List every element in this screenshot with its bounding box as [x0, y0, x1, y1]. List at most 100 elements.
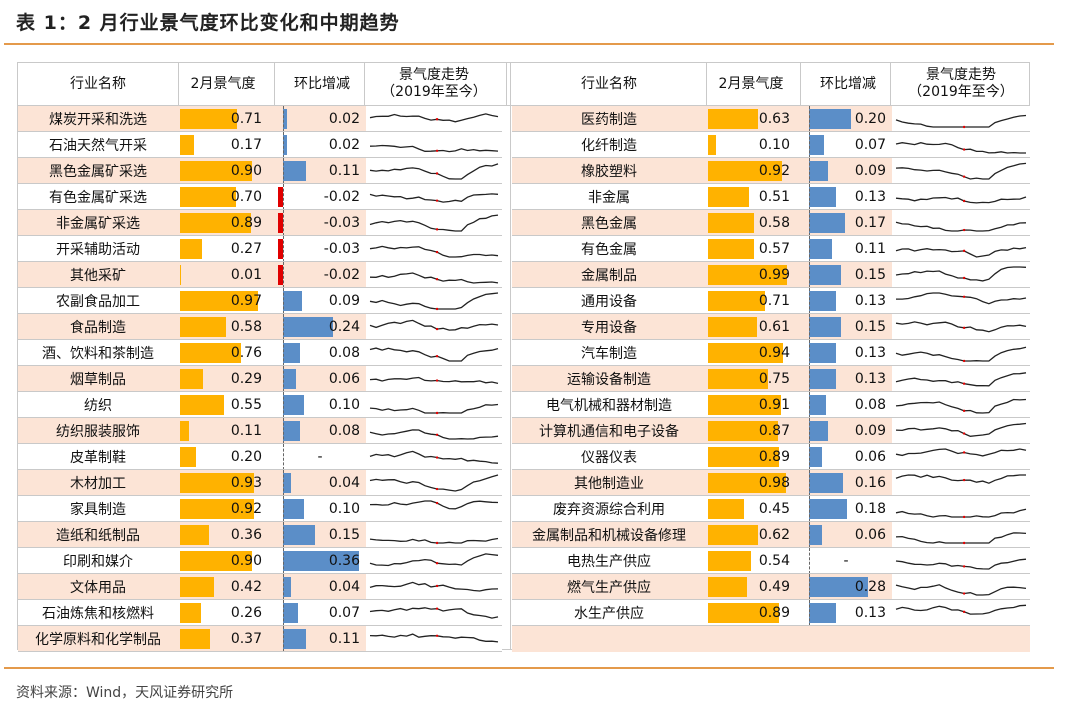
left-huanbi-value: 0.10: [328, 501, 360, 517]
left-trend-marker: [435, 379, 439, 382]
left-jingqi-bar: [180, 109, 237, 129]
right-industry-name: 其他制造业: [574, 476, 644, 492]
right-huanbi-axis: [809, 132, 810, 158]
row-divider: [18, 599, 502, 600]
right-header-name: 行业名称: [581, 75, 637, 92]
right-jingqi-value: 0.91: [758, 397, 790, 413]
right-jingqi-value: 0.94: [758, 345, 790, 361]
right-trend-cell: [892, 444, 1030, 470]
right-trend-marker: [962, 295, 966, 299]
right-industry-name: 非金属: [588, 190, 630, 206]
right-industry-name: 橡胶塑料: [581, 164, 637, 180]
right-huanbi-axis: [809, 418, 810, 444]
table-row: 电气机械和器材制造 0.91 0.08: [512, 392, 1030, 418]
left-header-jingqi: 2月景气度: [190, 75, 256, 92]
right-trend-line: [895, 221, 1027, 232]
right-trend-sparkline: [895, 142, 1026, 154]
row-divider: [18, 495, 502, 496]
table-row: 仪器仪表 0.89 0.06: [512, 444, 1030, 470]
right-jingqi-value: 0.57: [758, 241, 790, 257]
table-row: 黑色金属 0.58 0.17: [512, 210, 1030, 236]
left-industry-name: 文体用品: [70, 580, 126, 596]
table-row: 化纤制造 0.10 0.07: [512, 132, 1030, 158]
left-trend-sparkline: [369, 113, 499, 123]
table-row: 煤炭开采和洗选 0.71 0.02: [18, 106, 502, 132]
right-jingqi-bar: [708, 369, 768, 389]
left-trend-line: [369, 193, 499, 203]
right-huanbi-value: 0.17: [854, 215, 886, 231]
left-industry-name: 烟草制品: [70, 372, 126, 388]
right-trend-marker: [962, 148, 966, 151]
left-trend-line: [369, 429, 499, 440]
right-trend-sparkline: [895, 114, 1027, 129]
header-column-divider: [506, 63, 507, 105]
right-huanbi-axis: [809, 444, 810, 470]
right-huanbi-axis: [809, 392, 810, 418]
left-trend-line: [369, 113, 499, 123]
right-trend-marker: [962, 382, 966, 385]
right-huanbi-value: 0.13: [854, 605, 886, 621]
left-jingqi-value: 0.89: [230, 215, 262, 231]
table-row: 水生产供应 0.89 0.13: [512, 600, 1030, 626]
row-divider: [18, 391, 502, 392]
left-trend-sparkline: [369, 163, 499, 180]
right-trend-sparkline: [895, 474, 1026, 484]
left-industry-name: 其他采矿: [70, 268, 126, 284]
right-huanbi-value: 0.13: [854, 293, 886, 309]
right-trend-cell: [892, 288, 1030, 314]
left-trend-cell: [366, 262, 502, 288]
right-huanbi-bar: [809, 369, 837, 389]
header-column-divider: [178, 63, 179, 105]
right-trend-line: [895, 246, 1027, 258]
left-huanbi-axis: [283, 522, 284, 548]
left-industry-name: 非金属矿采选: [56, 216, 140, 232]
left-trend-line: [369, 292, 499, 310]
left-huanbi-value: 0.04: [328, 475, 360, 491]
right-huanbi-value: 0.13: [854, 371, 886, 387]
header-column-divider: [800, 63, 801, 105]
left-trend-cell: [366, 184, 502, 210]
right-huanbi-value: 0.08: [854, 397, 886, 413]
right-huanbi-axis: [809, 262, 810, 288]
left-trend-line: [369, 633, 499, 643]
right-trend-line: [895, 321, 1027, 333]
right-trend-line: [895, 398, 1027, 414]
left-huanbi-value: -0.03: [323, 241, 360, 257]
left-trend-marker: [435, 250, 439, 254]
right-trend-line: [895, 422, 1027, 437]
left-trend-marker: [435, 355, 439, 358]
right-trend-cell: [892, 496, 1030, 522]
right-industry-name: 有色金属: [581, 242, 637, 258]
right-trend-sparkline: [895, 422, 1027, 437]
right-header-trend: 景气度走势 （2019年至今）: [908, 67, 1014, 100]
right-trend-cell: [892, 418, 1030, 444]
table-row: 皮革制鞋 0.20 -: [18, 444, 502, 470]
left-huanbi-bar: [283, 473, 292, 493]
left-trend-line: [369, 347, 499, 362]
left-trend-sparkline: [369, 272, 499, 284]
right-jingqi-value: 0.62: [758, 527, 790, 543]
left-trend-marker: [435, 541, 439, 545]
table-row: 开采辅助活动 0.27 -0.03: [18, 236, 502, 262]
right-industry-name: 电气机械和器材制造: [546, 398, 672, 414]
right-huanbi-bar: [809, 525, 822, 545]
left-huanbi-bar: [283, 577, 292, 597]
right-huanbi-axis: [809, 496, 810, 522]
right-huanbi-value: 0.15: [854, 319, 886, 335]
left-trend-sparkline: [369, 292, 499, 311]
header-column-divider: [274, 63, 275, 105]
left-huanbi-value: -0.03: [323, 215, 360, 231]
left-trend-line: [369, 376, 499, 385]
right-trend-cell: [892, 236, 1030, 262]
right-trend-line: [895, 584, 1027, 596]
right-trend-line: [895, 474, 1026, 484]
left-jingqi-value: 0.37: [230, 631, 262, 647]
left-trend-sparkline: [369, 347, 499, 362]
right-huanbi-axis: [809, 236, 810, 262]
right-industry-name: 电热生产供应: [567, 554, 651, 570]
left-huanbi-bar: [283, 395, 304, 415]
left-jingqi-bar: [180, 473, 255, 493]
right-trend-marker: [962, 249, 966, 253]
row-divider: [512, 625, 1030, 626]
left-jingqi-value: 0.58: [230, 319, 262, 335]
